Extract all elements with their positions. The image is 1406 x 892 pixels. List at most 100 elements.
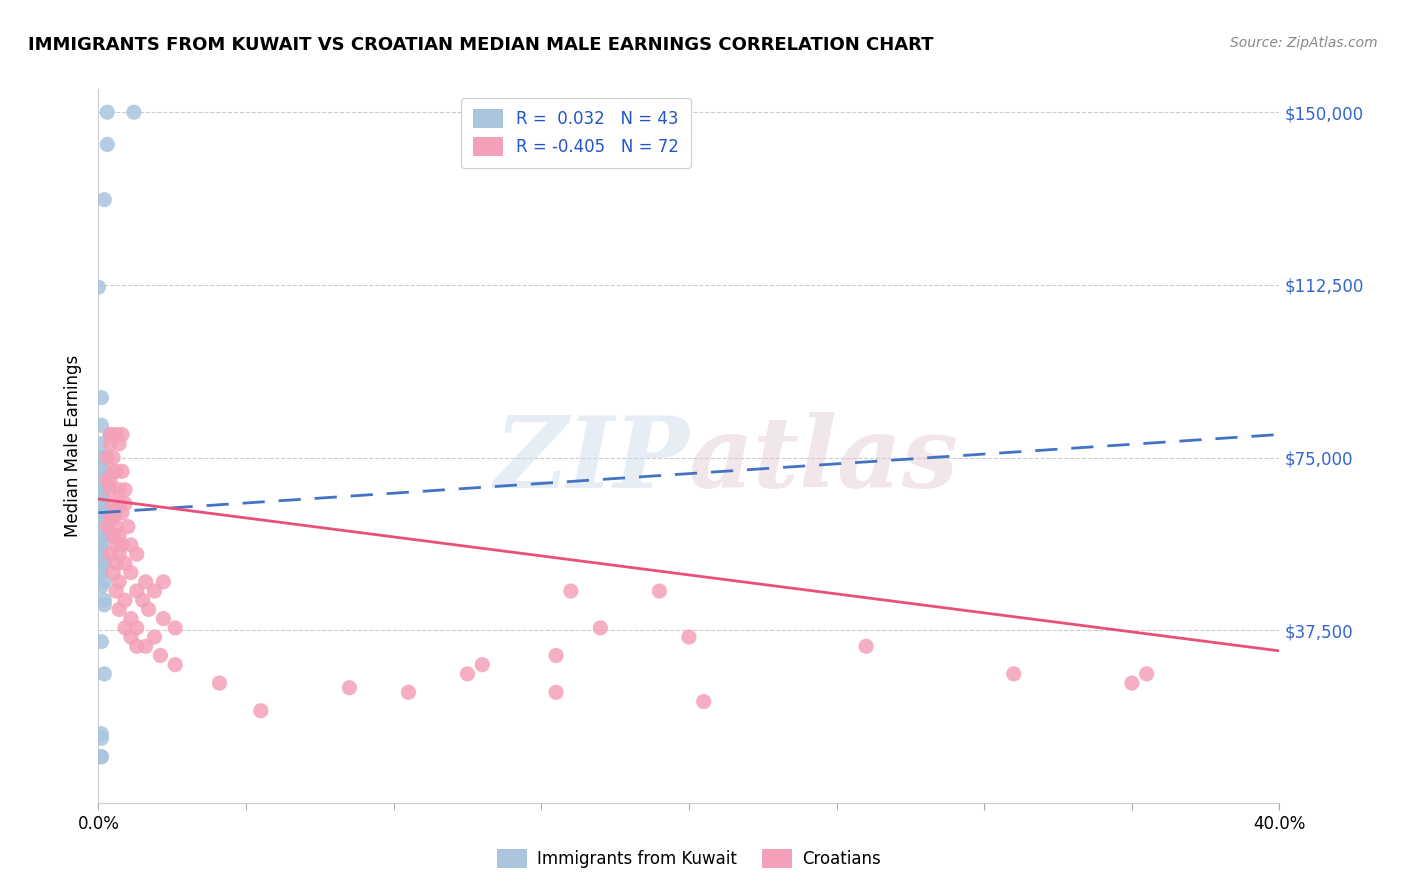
Point [93, 464, 115, 478]
Text: IMMIGRANTS FROM KUWAIT VS CROATIAN MEDIAN MALE EARNINGS CORRELATION CHART: IMMIGRANTS FROM KUWAIT VS CROATIAN MEDIA… [28, 36, 934, 54]
Point [111, 427, 134, 442]
Point [648, 584, 671, 599]
Point [93, 551, 115, 566]
Point [98, 547, 121, 561]
Point [396, 685, 419, 699]
Point [103, 497, 125, 511]
Point [546, 685, 568, 699]
Point [98, 483, 121, 497]
Point [149, 648, 172, 663]
Point [1135, 666, 1157, 681]
Point [87, 280, 110, 294]
Point [90, 538, 112, 552]
Text: atlas: atlas [689, 412, 959, 508]
Point [143, 630, 166, 644]
Point [108, 602, 131, 616]
Point [90, 474, 112, 488]
Point [105, 427, 128, 442]
Point [135, 574, 157, 589]
Point [855, 640, 877, 654]
Point [93, 529, 115, 543]
Point [98, 474, 121, 488]
Point [125, 584, 148, 599]
Point [96, 137, 118, 152]
Point [125, 640, 148, 654]
Y-axis label: Median Male Earnings: Median Male Earnings [65, 355, 83, 537]
Point [90, 731, 112, 746]
Point [165, 621, 187, 635]
Point [108, 574, 131, 589]
Point [103, 566, 125, 580]
Point [90, 533, 112, 548]
Point [152, 612, 174, 626]
Point [93, 450, 115, 465]
Text: Source: ZipAtlas.com: Source: ZipAtlas.com [1230, 36, 1378, 50]
Point [1121, 676, 1143, 690]
Point [90, 491, 112, 506]
Point [108, 547, 131, 561]
Point [90, 524, 112, 538]
Point [1002, 666, 1025, 681]
Point [105, 506, 128, 520]
Point [105, 557, 128, 571]
Point [96, 105, 118, 120]
Point [90, 478, 112, 492]
Point [90, 506, 112, 520]
Point [103, 529, 125, 543]
Point [138, 602, 160, 616]
Point [93, 598, 115, 612]
Point [111, 464, 134, 478]
Point [90, 727, 112, 741]
Point [93, 483, 115, 497]
Point [105, 538, 128, 552]
Point [93, 557, 115, 571]
Point [117, 519, 139, 533]
Point [693, 694, 716, 708]
Point [143, 584, 166, 599]
Text: ZIP: ZIP [494, 412, 689, 508]
Point [120, 538, 142, 552]
Point [90, 450, 112, 465]
Point [108, 436, 131, 450]
Point [108, 497, 131, 511]
Point [560, 584, 582, 599]
Point [90, 566, 112, 580]
Point [132, 593, 155, 607]
Point [96, 519, 118, 533]
Point [114, 483, 136, 497]
Point [339, 681, 360, 695]
Point [456, 666, 478, 681]
Point [90, 497, 112, 511]
Point [135, 640, 157, 654]
Point [108, 529, 131, 543]
Point [120, 612, 142, 626]
Point [90, 436, 112, 450]
Point [90, 749, 112, 764]
Point [111, 506, 134, 520]
Point [589, 621, 612, 635]
Point [103, 510, 125, 524]
Point [90, 418, 112, 433]
Point [111, 538, 134, 552]
Point [90, 391, 112, 405]
Point [108, 483, 131, 497]
Point [93, 666, 115, 681]
Point [90, 749, 112, 764]
Legend: Immigrants from Kuwait, Croatians: Immigrants from Kuwait, Croatians [485, 838, 893, 880]
Point [120, 630, 142, 644]
Point [105, 519, 128, 533]
Point [105, 464, 128, 478]
Point [114, 593, 136, 607]
Point [90, 459, 112, 474]
Point [103, 464, 125, 478]
Point [96, 474, 118, 488]
Point [93, 593, 115, 607]
Point [125, 547, 148, 561]
Point [98, 427, 121, 442]
Point [98, 436, 121, 450]
Point [93, 574, 115, 589]
Point [105, 584, 128, 599]
Point [90, 547, 112, 561]
Point [471, 657, 494, 672]
Point [120, 566, 142, 580]
